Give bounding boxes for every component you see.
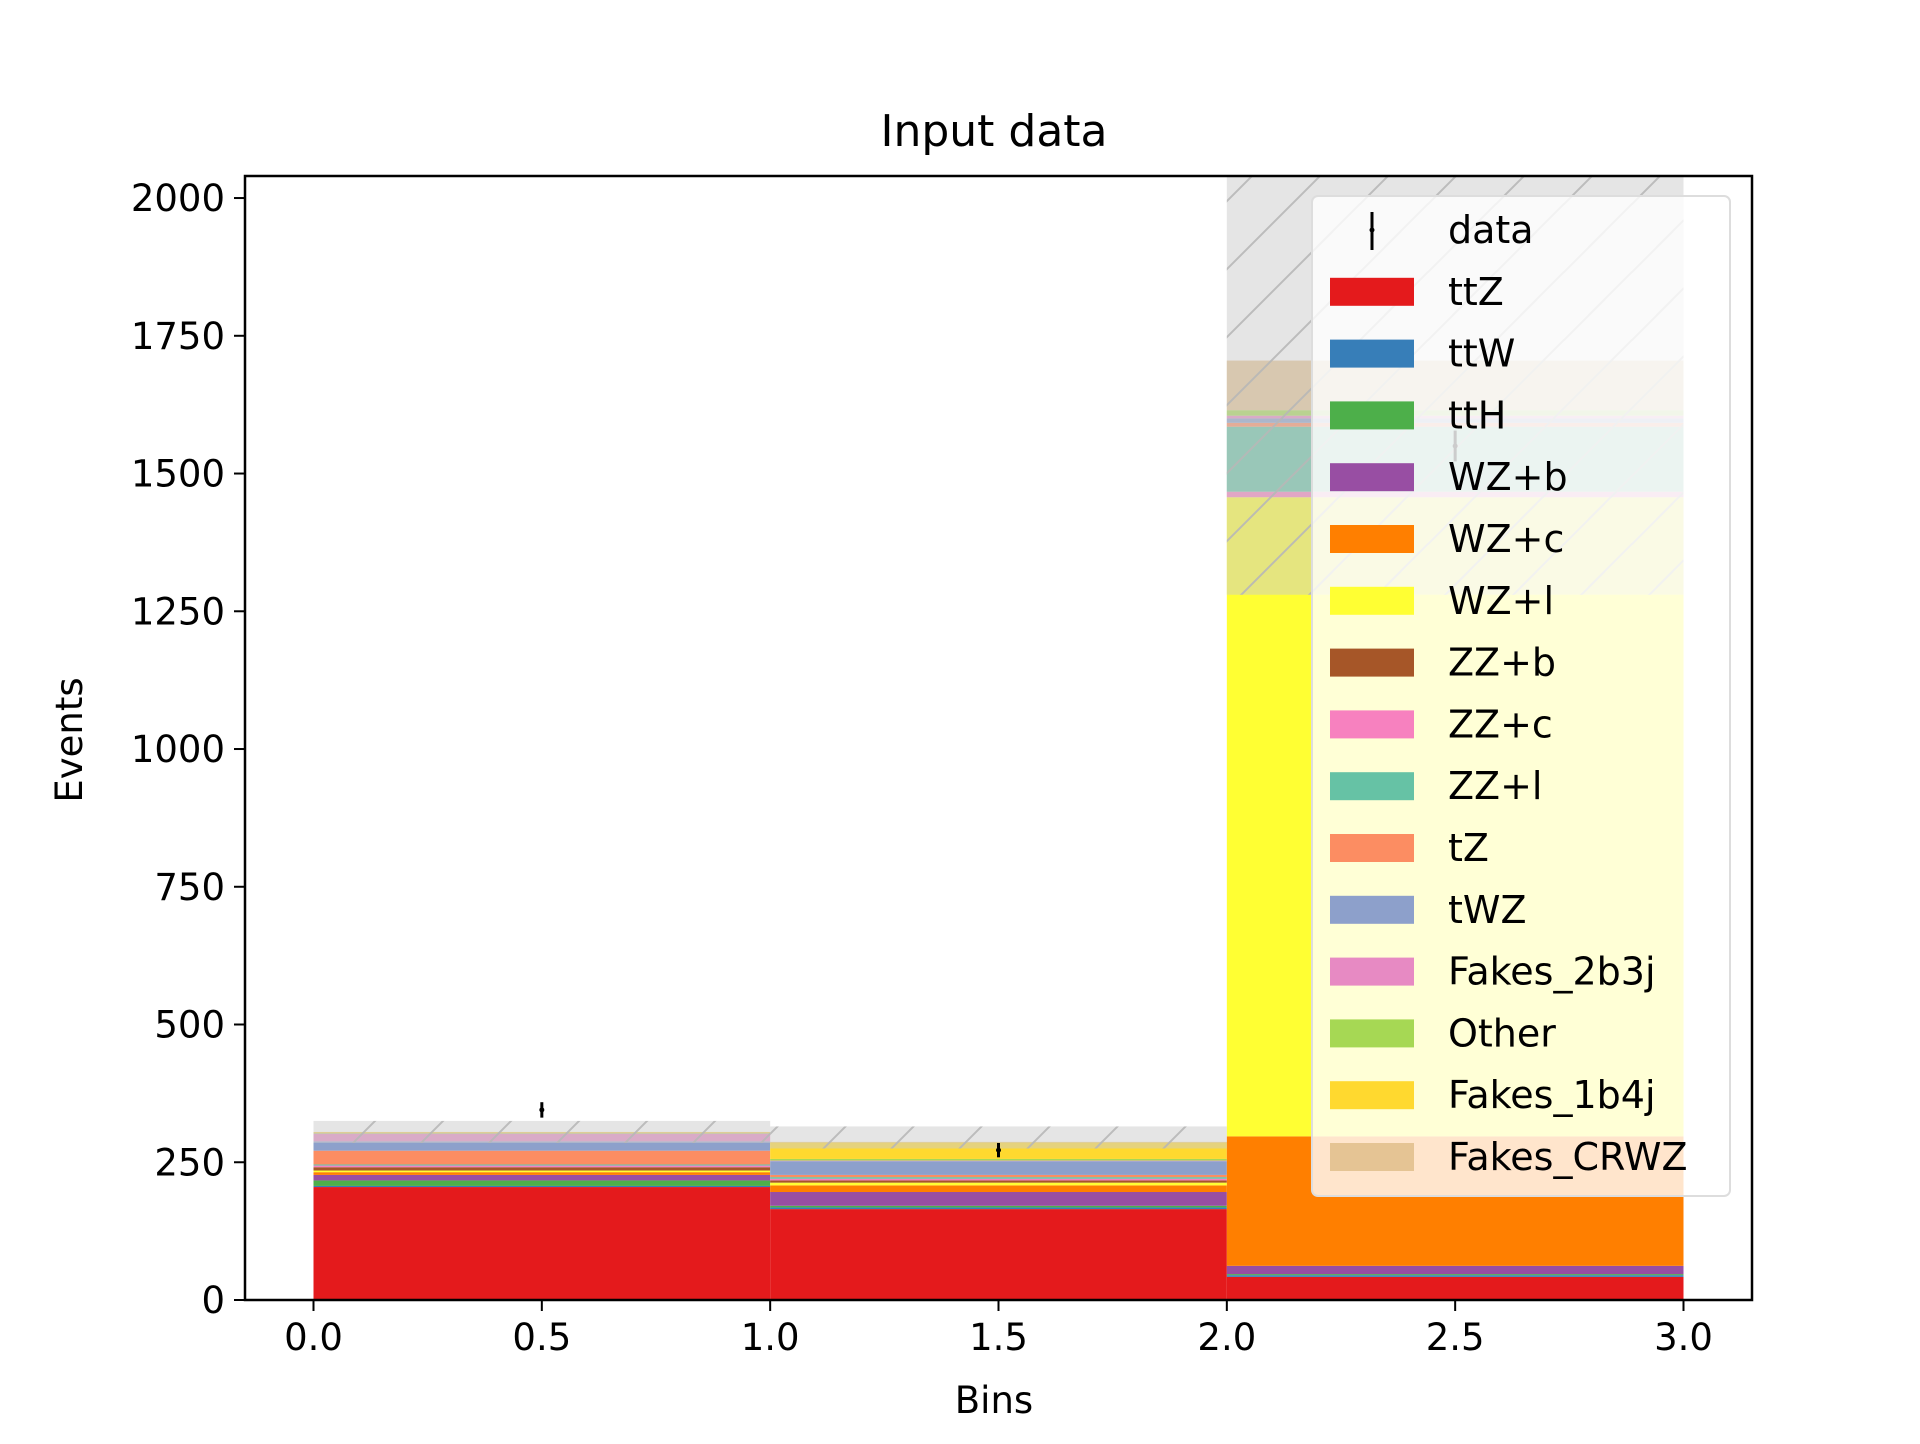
y-tick-label: 750	[154, 866, 225, 909]
bar-wz-c-bin0	[313, 1172, 771, 1175]
bar-zz-l-bin1	[770, 1177, 1227, 1179]
x-tick-label: 3.0	[1654, 1316, 1713, 1359]
y-tick-label: 250	[154, 1141, 225, 1184]
y-tick-label: 1750	[131, 315, 225, 358]
chart-title: Input data	[880, 106, 1107, 157]
bar-ttz-bin2	[1226, 1276, 1684, 1300]
legend-swatch-wz-l	[1330, 586, 1414, 615]
legend-box	[1311, 195, 1731, 1197]
bar-tth-bin0	[313, 1180, 771, 1186]
legend-label-fakes-2b3j: Fakes_2b3j	[1448, 950, 1656, 994]
legend-label-wz-c: WZ+c	[1448, 517, 1564, 561]
bar-tth-bin1	[770, 1205, 1227, 1208]
legend-label-ttw: ttW	[1448, 332, 1515, 376]
legend-swatch-twz	[1330, 895, 1414, 924]
data-point	[539, 1107, 545, 1113]
bar-other-bin1	[770, 1158, 1227, 1161]
bar-wz-l-bin1	[770, 1182, 1227, 1186]
legend-label-zz-b: ZZ+b	[1448, 641, 1556, 685]
legend: data ttZ ttW ttH WZ+b WZ+c WZ+l ZZ+b ZZ+c ZZ+l tZ t…	[1311, 195, 1731, 1197]
bar-wz-b-bin2	[1226, 1265, 1684, 1275]
legend-swatch-wz-b	[1330, 463, 1414, 492]
legend-swatch-zz-b	[1330, 648, 1414, 677]
bar-zz-b-bin0	[313, 1167, 771, 1171]
legend-swatch-ttz	[1330, 277, 1414, 306]
bar-tz-bin0	[313, 1150, 771, 1165]
legend-swatch-tth	[1330, 401, 1414, 430]
legend-label-wz-l: WZ+l	[1448, 579, 1554, 623]
legend-label-tth: ttH	[1448, 393, 1506, 437]
legend-data-marker-point	[1369, 227, 1375, 233]
x-tick-label: 2.5	[1426, 1316, 1485, 1359]
uncertainty-hatch-bin0	[313, 1120, 771, 1143]
bar-fakes-2b3j-bin1	[770, 1160, 1227, 1162]
legend-label-fakes-1b4j: Fakes_1b4j	[1448, 1073, 1656, 1117]
y-tick-label: 2000	[131, 177, 225, 220]
bar-zz-b-bin1	[770, 1180, 1227, 1183]
legend-swatch-zz-l	[1330, 772, 1414, 801]
uncertainty-hatch-bin1	[770, 1126, 1227, 1149]
bar-wz-b-bin1	[770, 1192, 1227, 1206]
y-tick-label: 1000	[131, 728, 225, 771]
legend-swatch-fakes-2b3j	[1330, 957, 1414, 986]
bar-wz-b-bin0	[313, 1174, 771, 1181]
legend-label-zz-c: ZZ+c	[1448, 702, 1553, 746]
legend-label-tz: tZ	[1448, 826, 1489, 870]
bar-twz-bin0	[313, 1141, 771, 1151]
bar-tz-bin1	[770, 1174, 1227, 1178]
bar-ttw-bin2	[1226, 1275, 1684, 1277]
bar-ttw-bin0	[313, 1185, 771, 1188]
bar-tth-bin2	[1226, 1274, 1684, 1276]
x-tick-label: 1.5	[969, 1316, 1028, 1359]
x-tick-label: 2.0	[1197, 1316, 1256, 1359]
bar-twz-bin1	[770, 1161, 1227, 1175]
y-axis-label: Events	[48, 677, 91, 802]
x-axis-label: Bins	[955, 1379, 1033, 1422]
bar-wz-l-bin0	[313, 1170, 771, 1173]
legend-label-other: Other	[1448, 1011, 1556, 1055]
legend-swatch-zz-c	[1330, 710, 1414, 739]
bar-zz-l-bin0	[313, 1164, 771, 1166]
legend-label-zz-l: ZZ+l	[1448, 764, 1542, 808]
legend-label-data: data	[1448, 208, 1534, 252]
x-tick-label: 1.0	[741, 1316, 800, 1359]
y-tick-label: 0	[201, 1279, 225, 1322]
legend-swatch-fakes-1b4j	[1330, 1081, 1414, 1110]
x-tick-label: 0.0	[284, 1316, 343, 1359]
bar-wz-c-bin1	[770, 1185, 1227, 1193]
legend-swatch-tz	[1330, 834, 1414, 862]
y-tick-label: 500	[154, 1004, 225, 1047]
legend-swatch-other	[1330, 1019, 1414, 1048]
data-point	[996, 1147, 1001, 1153]
bar-zz-c-bin0	[313, 1165, 771, 1168]
y-tick-label: 1250	[131, 590, 225, 633]
legend-label-twz: tWZ	[1448, 888, 1527, 932]
x-tick-label: 0.5	[512, 1316, 571, 1359]
y-tick-label: 1500	[131, 453, 225, 496]
legend-swatch-ttw	[1330, 339, 1414, 368]
bar-ttw-bin1	[770, 1207, 1227, 1210]
legend-label-wz-b: WZ+b	[1448, 455, 1568, 499]
axes-layer: 0.0 0.5 1.0 1.5 2.0 2.5 3.0 0 250 500 750 1000 1250 1…	[131, 174, 1754, 1359]
legend-label-ttz: ttZ	[1448, 270, 1504, 314]
bar-zz-c-bin1	[770, 1178, 1227, 1181]
bar-ttz-bin1	[770, 1209, 1227, 1300]
legend-swatch-fakes-crwz	[1330, 1143, 1414, 1171]
bar-ttz-bin0	[313, 1187, 771, 1300]
legend-swatch-wz-c	[1330, 525, 1414, 553]
legend-label-fakes-crwz: Fakes_CRWZ	[1448, 1135, 1688, 1179]
